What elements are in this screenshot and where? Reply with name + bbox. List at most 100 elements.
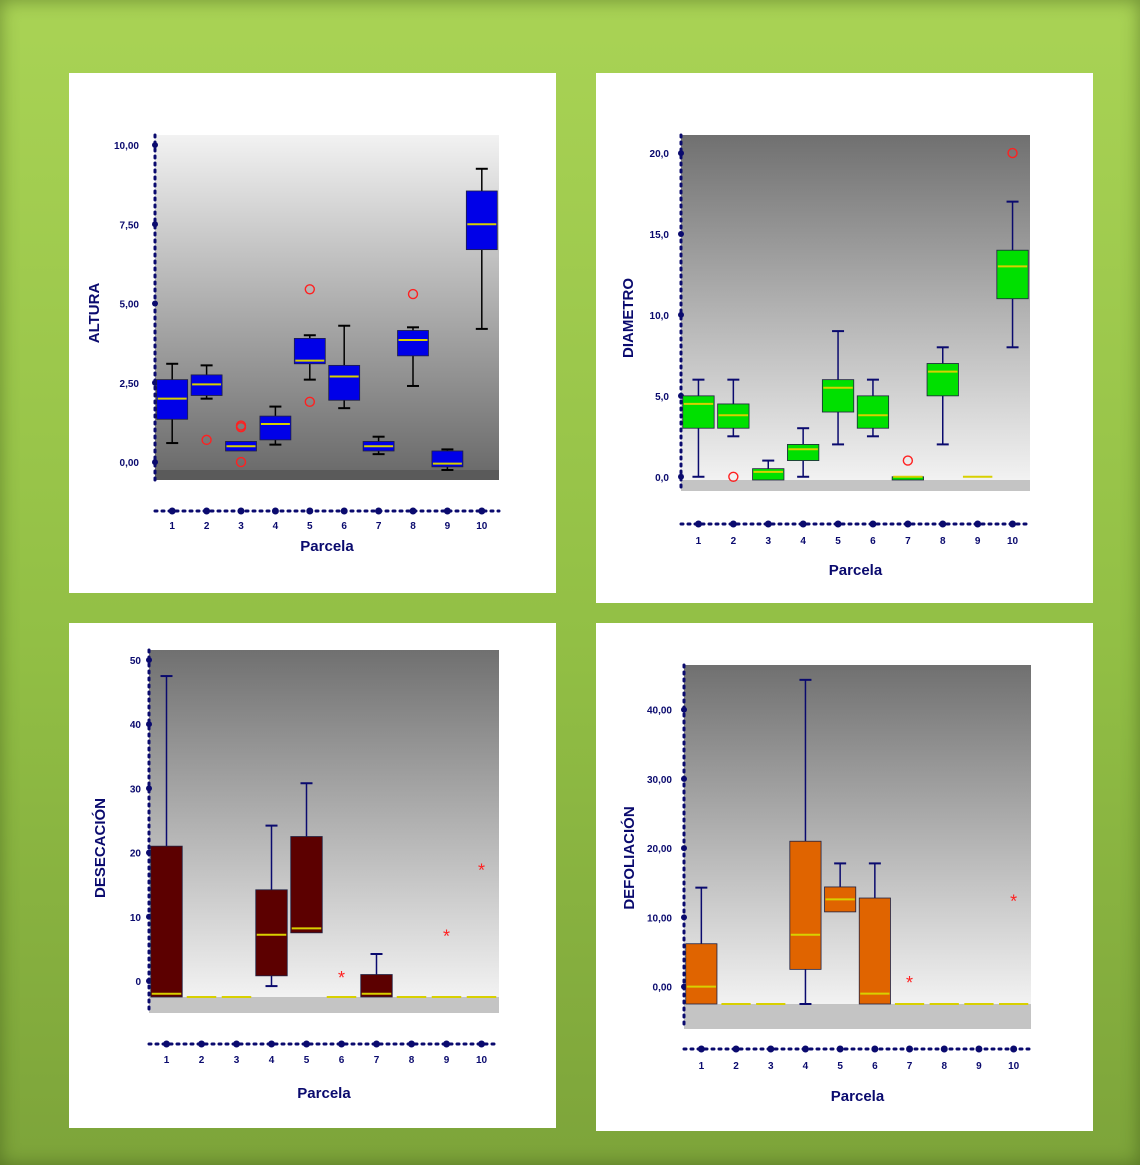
x-tick-mark [871, 1045, 879, 1053]
x-tick-label: 2 [733, 1061, 739, 1072]
x-tick-mark [233, 1040, 240, 1048]
box-group [858, 862, 891, 1005]
x-tick-label: 5 [307, 521, 313, 532]
x-tick-mark [975, 1045, 983, 1053]
y-tick-label: 20,0 [650, 149, 670, 160]
y-tick-label: 20 [130, 849, 142, 860]
x-tick-mark [375, 507, 383, 515]
outlier-marker [304, 284, 316, 295]
x-tick-label: 8 [941, 1061, 947, 1072]
x-tick-label: 4 [803, 1061, 809, 1072]
y-tick-mark [146, 785, 152, 792]
y-tick-mark [678, 231, 684, 238]
x-tick-mark [904, 520, 912, 528]
outlier-star: * [906, 973, 913, 993]
x-tick-label: 7 [374, 1055, 380, 1066]
chart-panel-altura: 0,00 2,50 5,00 7,50 10,00 ALTURA Parcela 1 2 3 4 5 6… [69, 73, 556, 593]
outlier-marker [728, 471, 739, 482]
x-tick-mark [271, 507, 279, 515]
x-tick-label: 9 [975, 536, 981, 547]
x-tick-label: 10 [476, 521, 488, 532]
box-group [150, 675, 183, 998]
y-tick-label: 0,0 [655, 473, 669, 484]
chart-panel-diametro: 0,0 5,0 10,0 15,0 20,0 DIAMETRO Parcela 1 2 3 4 5 6 7… [596, 73, 1093, 603]
y-tick-mark [678, 473, 684, 480]
y-tick-label: 5,0 [655, 392, 669, 403]
y-tick-mark [681, 845, 687, 852]
box [856, 395, 890, 429]
x-tick-mark [729, 520, 737, 528]
box-group [225, 441, 257, 452]
x-tick-mark [443, 507, 451, 515]
outlier-marker [902, 455, 914, 466]
box [787, 443, 820, 461]
x-tick-label: 9 [445, 521, 451, 532]
outlier-star: * [478, 861, 485, 881]
box [259, 415, 292, 441]
x-tick-mark [198, 1040, 205, 1048]
y-tick-label: 10,00 [647, 913, 672, 924]
y-tick-label: 50 [130, 656, 142, 667]
x-tick-label: 8 [410, 521, 416, 532]
box-group [397, 326, 429, 387]
outlier-marker [1007, 147, 1018, 159]
x-tick-label: 9 [976, 1061, 982, 1072]
box [996, 249, 1029, 300]
x-tick-label: 2 [731, 536, 737, 547]
box-group [328, 324, 361, 410]
x-tick-mark [268, 1040, 275, 1048]
x-tick-label: 4 [273, 521, 279, 532]
y-tick-label: 30 [130, 784, 142, 795]
x-tick-label: 6 [872, 1061, 878, 1072]
box [255, 889, 288, 977]
y-tick-mark [681, 706, 687, 713]
box-group [259, 405, 292, 446]
x-tick-mark [203, 507, 211, 515]
x-axis-label: Parcela [300, 538, 354, 555]
y-tick-label: 0,00 [653, 983, 673, 994]
y-tick-label: 10 [130, 913, 142, 924]
y-tick-label: 20,00 [647, 844, 672, 855]
box-group [465, 167, 498, 330]
y-tick-label: 40 [130, 720, 142, 731]
box-group [787, 427, 820, 478]
x-tick-mark [732, 1045, 740, 1053]
outlier-star: * [443, 927, 450, 947]
x-tick-mark [906, 1045, 914, 1053]
chart-panel-defoliacion: 0,00 10,00 20,00 30,00 40,00 DEFOLIACIÓN Parce… [596, 623, 1093, 1131]
plot-area [155, 135, 499, 470]
x-tick-mark [801, 1045, 809, 1053]
x-tick-label: 3 [768, 1061, 774, 1072]
y-tick-mark [152, 459, 158, 466]
box-group [824, 862, 857, 913]
box-group [996, 200, 1029, 349]
x-tick-label: 10 [476, 1055, 488, 1066]
x-tick-mark [1010, 1045, 1018, 1053]
x-tick-label: 4 [800, 536, 806, 547]
y-tick-label: 7,50 [120, 220, 140, 231]
y-tick-label: 30,00 [647, 775, 672, 786]
box-group [789, 678, 822, 1005]
x-tick-mark [834, 520, 842, 528]
chart-svg: 0 10 20 30 40 50 DESECACIÓN Parcela 1 2 3 4 5 6 7 8 9 10 *… [91, 648, 501, 1102]
x-tick-mark [697, 1045, 705, 1053]
x-tick-label: 5 [304, 1055, 310, 1066]
outlier-marker [304, 396, 316, 408]
x-tick-mark [869, 520, 877, 528]
y-tick-label: 0,00 [120, 458, 140, 469]
y-tick-mark [146, 657, 152, 663]
x-tick-mark [306, 507, 314, 515]
x-tick-mark [799, 520, 807, 528]
outlier-marker [235, 421, 247, 433]
y-tick-mark [146, 721, 152, 728]
y-tick-mark [681, 914, 687, 921]
x-tick-mark [478, 1040, 485, 1048]
box [328, 364, 361, 401]
x-tick-mark [478, 507, 486, 515]
box-group [360, 952, 393, 998]
x-tick-mark [168, 507, 176, 515]
plot-area [149, 650, 499, 997]
box-group [856, 378, 890, 438]
x-tick-label: 6 [341, 521, 347, 532]
